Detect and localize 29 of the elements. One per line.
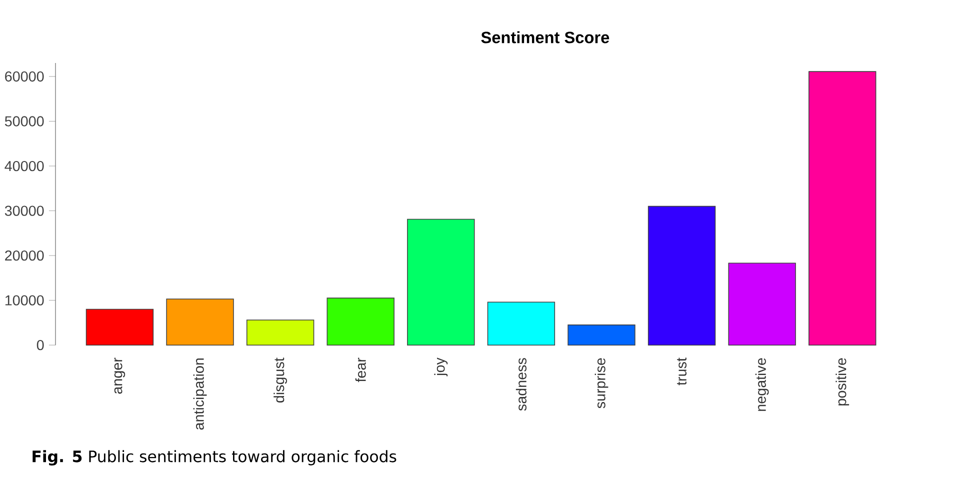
x-tick-label: trust: [677, 357, 686, 386]
bar: [246, 319, 314, 346]
bar: [487, 302, 556, 346]
bar: [808, 70, 876, 346]
bar: [86, 308, 154, 346]
y-tick-label: 10000: [5, 295, 44, 306]
x-tick-label: anger: [114, 358, 126, 394]
x-tick-label: joy: [434, 357, 448, 376]
bar: [166, 298, 234, 346]
chart-title: Sentiment Score: [481, 31, 610, 44]
x-tick-label: negative: [755, 358, 769, 411]
x-tick-label: positive: [836, 358, 850, 406]
bar: [648, 206, 716, 346]
x-tick-label: fear: [355, 358, 366, 382]
bar: [568, 324, 636, 346]
bar: [407, 218, 475, 346]
bar: [728, 262, 796, 346]
y-tick-label: 40000: [4, 160, 44, 171]
y-tick-label: 30000: [4, 206, 44, 216]
x-tick-label: surprise: [594, 358, 608, 408]
bar: [326, 297, 394, 346]
x-tick-label: disgust: [274, 357, 288, 402]
x-tick-label: anticipation: [193, 358, 207, 430]
y-tick-label: 60000: [5, 71, 44, 82]
x-tick-label: sadness: [516, 358, 526, 411]
text: Fig. 5 Public sentiments toward organic foods: [32, 450, 396, 466]
y-tick-label: 50000: [4, 116, 44, 126]
y-tick-label: 0: [36, 340, 44, 350]
y-tick-label: 20000: [5, 250, 44, 260]
